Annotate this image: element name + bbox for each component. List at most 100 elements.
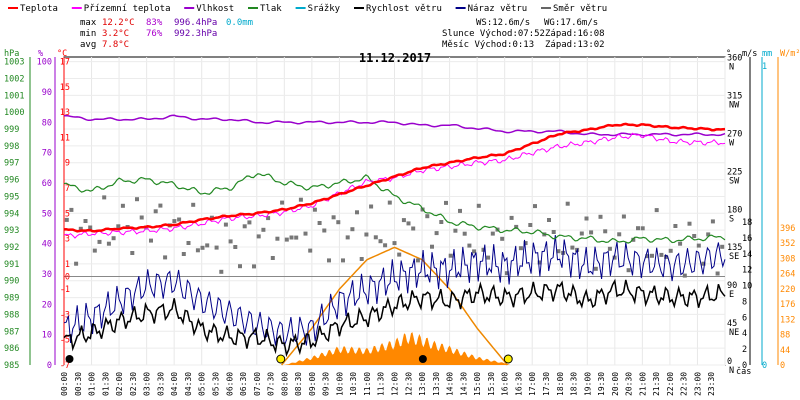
hpa-tick-label: 995 — [4, 192, 19, 202]
ms-axis-unit: m/s — [742, 49, 757, 59]
series-wind-direction-point — [355, 210, 359, 215]
series-wind-direction-point — [158, 203, 163, 208]
time-tick-label: 19:30 — [597, 372, 606, 396]
temp-tick-label: 0 — [65, 273, 70, 283]
series-wind-direction-point — [486, 255, 491, 260]
summary-value: 3.2°C — [102, 29, 129, 39]
dir-tick-label: 90 — [727, 281, 737, 291]
ms-tick-label: 12 — [742, 266, 752, 276]
temp-tick-label: -1 — [60, 285, 70, 295]
series-wind-direction-point — [514, 224, 519, 229]
pct-tick-label: 40 — [42, 240, 52, 250]
dir-tick-label: NE — [729, 328, 739, 338]
pct-tick-label: 100 — [37, 58, 52, 68]
series-wind-direction-point — [149, 238, 153, 243]
dir-tick-label: 135 — [727, 243, 742, 253]
series-wind-direction-point — [612, 255, 617, 260]
series-wind-direction-point — [467, 243, 472, 248]
time-tick-label: 11:00 — [363, 372, 372, 396]
hpa-tick-label: 994 — [4, 209, 19, 219]
hpa-tick-label: 987 — [4, 327, 19, 337]
series-wind-direction-point — [135, 197, 139, 202]
series-wind-direction-point — [687, 221, 692, 226]
temp-tick-label: 13 — [60, 108, 70, 118]
time-tick-label: 14:30 — [459, 372, 468, 396]
series-wind-direction-point — [411, 226, 416, 231]
series-wind-direction-point — [252, 264, 256, 269]
series-wind-direction-point — [195, 248, 200, 253]
series-wind-direction-point — [186, 241, 191, 245]
series-wind-direction-point — [359, 257, 364, 261]
series-wind-direction-point — [598, 214, 603, 219]
mm-tick-label: 0 — [762, 361, 767, 371]
temp-tick-label: 5 — [65, 209, 70, 219]
series-wind-direction-point — [364, 232, 369, 237]
series-wind-direction-point — [120, 203, 125, 208]
info-sun-rise: Slunce Východ:07:52 — [442, 29, 545, 39]
hpa-tick-label: 992 — [4, 243, 19, 253]
hpa-tick-label: 1002 — [4, 74, 24, 84]
series-wind-direction-point — [242, 224, 247, 229]
series-wind-direction-point — [312, 207, 317, 212]
info-sun-set: Západ:16:08 — [545, 29, 605, 39]
series-humidity — [63, 114, 726, 137]
time-tick-label: 22:00 — [666, 372, 675, 396]
time-tick-label: 03:00 — [143, 372, 152, 396]
summary-value: 996.4hPa — [174, 18, 217, 28]
series-wind-direction-point — [650, 253, 654, 258]
ms-tick-label: 6 — [742, 313, 747, 323]
series-wind-direction-point — [97, 239, 102, 244]
time-tick-label: 17:30 — [542, 372, 551, 396]
ms-tick-label: 18 — [742, 218, 752, 228]
time-tick-label: 08:00 — [280, 372, 289, 396]
series-wind-direction-point — [401, 218, 406, 223]
series-wind-direction-point — [392, 241, 397, 246]
dir-tick-label: 315 — [727, 92, 742, 102]
ms-tick-label: 8 — [742, 297, 747, 307]
time-tick-label: 20:00 — [611, 372, 620, 396]
time-tick-label: 00:00 — [60, 372, 69, 396]
legend-label: Tlak — [260, 4, 282, 14]
series-wind-direction-point — [130, 251, 135, 255]
time-tick-label: 11:30 — [377, 372, 386, 396]
series-wind-direction-point — [476, 203, 481, 208]
time-tick-label: 20:30 — [625, 372, 634, 396]
time-tick-label: 00:30 — [74, 372, 83, 396]
series-wind-direction-point — [280, 200, 285, 205]
series-wind-gust — [63, 234, 726, 347]
series-wind-direction-point — [111, 236, 116, 241]
pct-tick-label: 60 — [42, 179, 52, 189]
series-wind-direction-point — [247, 220, 252, 225]
series-wind-direction-point — [603, 229, 608, 234]
time-tick-label: 18:00 — [556, 372, 565, 396]
series-wind-direction-point — [415, 258, 420, 263]
dir-tick-label: N — [729, 63, 734, 73]
series-wind-direction-point — [331, 215, 336, 220]
summary-value: 76% — [146, 29, 163, 39]
series-wind-direction-point — [547, 218, 551, 222]
series-wind-direction-point — [378, 239, 383, 244]
ms-tick-label: 10 — [742, 282, 752, 292]
series-wind-direction-point — [181, 252, 186, 256]
series-wind-direction-point — [322, 228, 327, 233]
time-tick-label: 10:00 — [335, 372, 344, 396]
wm2-tick-label: 176 — [780, 300, 795, 310]
series-wind-direction-point — [350, 227, 355, 232]
series-wind-direction-point — [444, 200, 448, 205]
ms-tick-label: 16 — [742, 234, 752, 244]
pct-axis-unit: % — [38, 49, 43, 59]
summary-value: max — [80, 18, 97, 28]
time-tick-label: 04:30 — [184, 372, 193, 396]
dir-tick-label: E — [729, 290, 734, 300]
temp-tick-label: 17 — [60, 58, 70, 68]
mm-tick-label: 1 — [762, 62, 767, 72]
wm2-tick-label: 220 — [780, 285, 795, 295]
series-wind-direction-point — [607, 246, 612, 251]
series-wind-direction-point — [659, 252, 664, 257]
time-tick-label: 05:00 — [198, 372, 207, 396]
series-wind-direction-point — [518, 246, 523, 251]
series-temperature — [63, 122, 726, 233]
summary-value: avg — [80, 40, 96, 50]
series-wind-direction-point — [533, 204, 537, 209]
